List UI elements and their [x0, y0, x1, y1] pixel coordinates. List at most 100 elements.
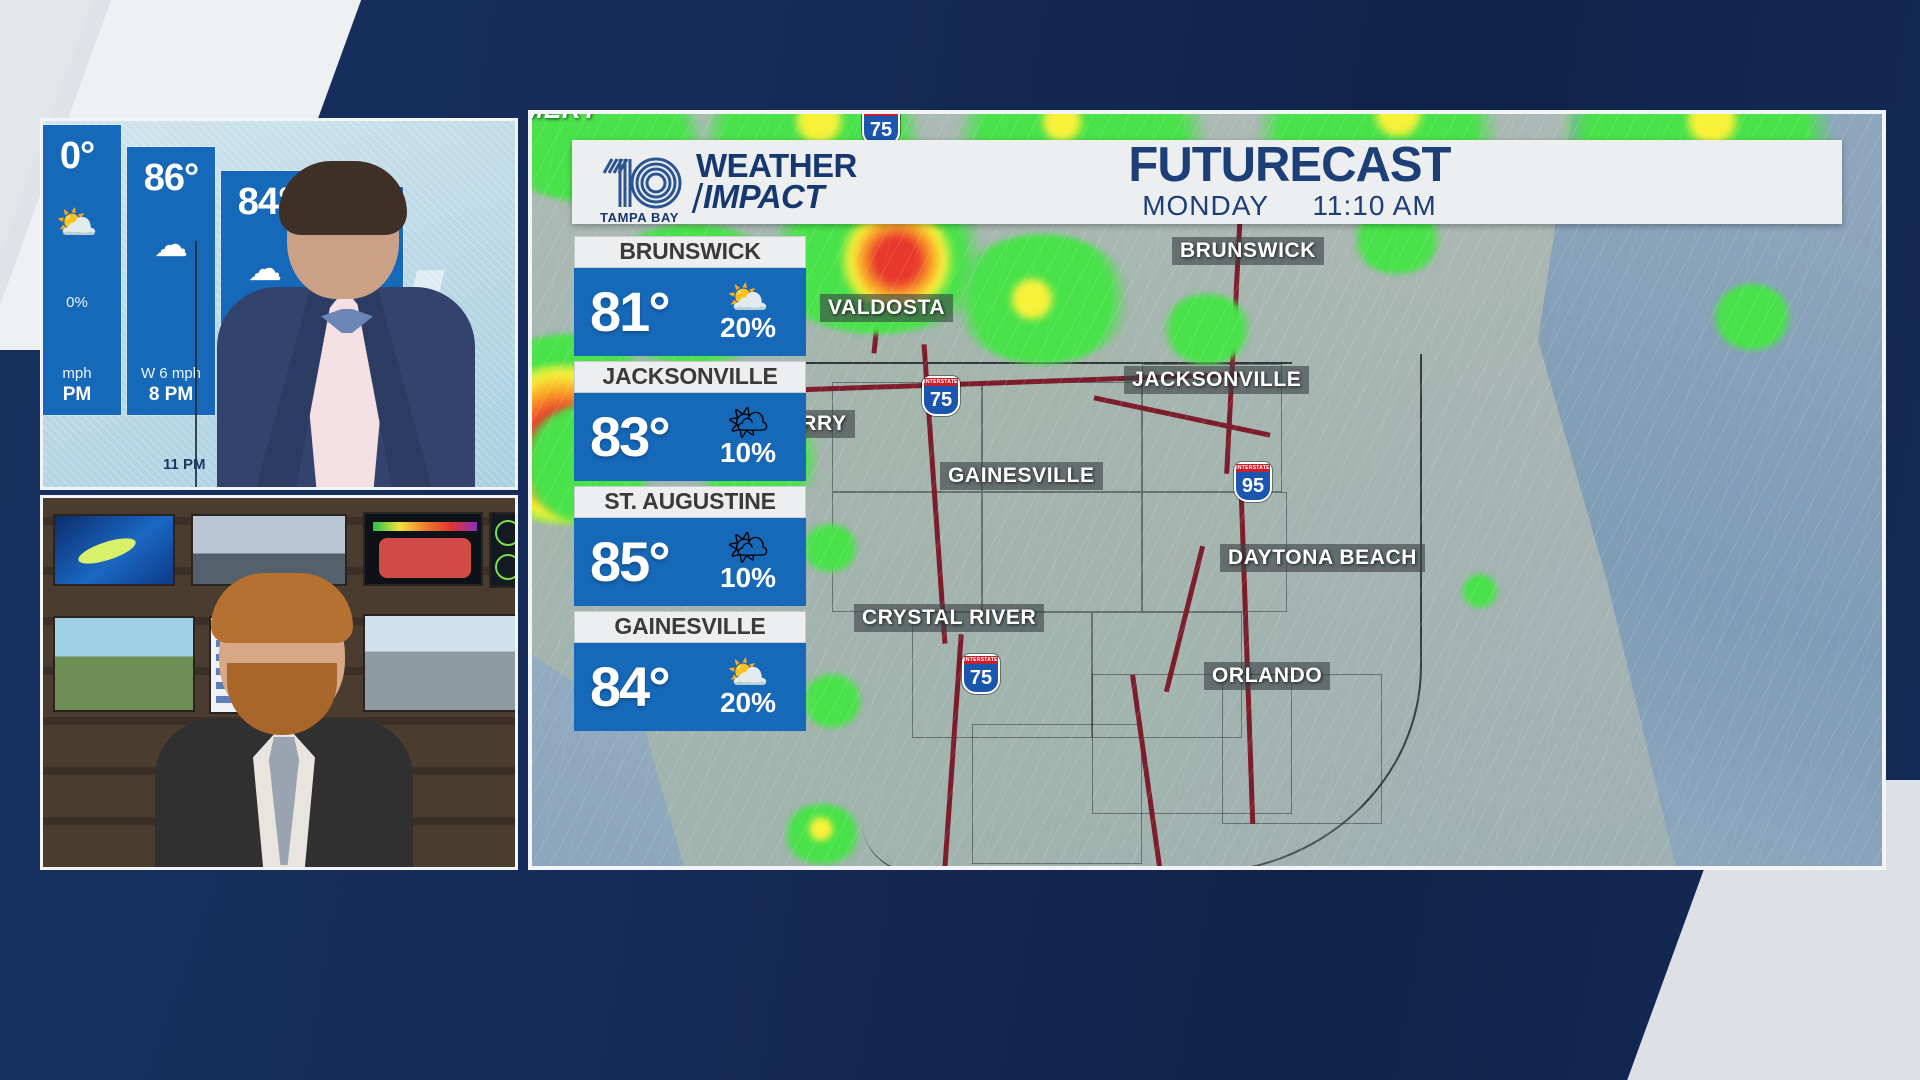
city-forecast-cards: BRUNSWICK 81° ⛅ 20% JACKSONVILLE 83° 🌤 1…: [574, 236, 806, 736]
map-city-label: VALDOSTA: [820, 294, 954, 322]
map-city-label: BRUNSWICK: [1172, 237, 1325, 265]
forecast-time: 11:10 AM: [1312, 189, 1437, 221]
channel-10-logo-icon: TAMPA BAY: [598, 151, 684, 225]
forecast-card-temp: 85°: [590, 530, 671, 593]
forecast-card-city: GAINESVILLE: [574, 611, 806, 643]
forecast-card-pop: 20%: [719, 311, 777, 343]
shield-number: 75: [969, 667, 993, 689]
hourly-temp: 0°: [59, 135, 95, 177]
forecast-card[interactable]: JACKSONVILLE 83° 🌤 10%: [574, 361, 806, 481]
station-logo[interactable]: TAMPA BAY WEATHER IMPACT: [572, 149, 857, 225]
interstate-shield-icon: INTERSTATE 75: [962, 654, 1000, 694]
futurecast-title: FUTURECAST: [1128, 138, 1451, 193]
radar-echo: [804, 814, 838, 844]
shield-number: 75: [929, 389, 953, 411]
forecast-card[interactable]: BRUNSWICK 81° ⛅ 20%: [574, 236, 806, 356]
county-border: [982, 492, 1142, 612]
map-city-label: GAINESVILLE: [940, 462, 1103, 490]
map-city-label: ORLANDO: [1204, 662, 1331, 690]
news-anchor-figure: [155, 567, 413, 867]
hourly-bar: 0° ⛅ 0% mph PM: [43, 125, 121, 415]
hourly-wind: mph: [62, 365, 92, 382]
mostly-sunny-icon: 🌤: [726, 528, 770, 567]
hourly-temp: 86°: [143, 157, 199, 199]
radar-echo: [1002, 274, 1062, 324]
forecast-card-temp: 84°: [590, 655, 671, 718]
meteorologist-video-panel[interactable]: W 0° ⛅ 0% mph PM 86° ☁ W 6 mph 8 PM 84° …: [40, 118, 518, 490]
chart-axis-line: [195, 241, 197, 487]
county-border: [972, 724, 1142, 864]
monitor-traffic-cam: [363, 614, 515, 712]
shield-banner: INTERSTATE: [964, 656, 998, 664]
monitor-outdoor-cam: [53, 616, 195, 712]
hourly-pop: 0%: [66, 294, 88, 311]
weather-impact-wordmark: WEATHER IMPACT: [691, 149, 857, 215]
slash-divider-icon: [691, 182, 704, 213]
forecast-card-pop: 10%: [719, 436, 777, 468]
monitor-beach-cam: [191, 514, 347, 586]
forecast-card-city: BRUNSWICK: [574, 236, 806, 268]
hourly-bar: 86° ☁ W 6 mph 8 PM: [127, 147, 215, 415]
shield-number: 95: [1241, 475, 1265, 497]
partly-cloudy-icon: ⛅: [55, 204, 99, 242]
shield-banner: INTERSTATE: [924, 378, 958, 386]
meteorologist-figure: [195, 157, 495, 487]
monitor-gauges: [489, 512, 515, 588]
forecast-card[interactable]: GAINESVILLE 84° ⛅ 20%: [574, 611, 806, 731]
forecast-card-city: JACKSONVILLE: [574, 361, 806, 393]
forecast-card-temp: 83°: [590, 405, 671, 468]
forecast-card[interactable]: ST. AUGUSTINE 85° 🌤 10%: [574, 486, 806, 606]
forecast-card-pop: 20%: [719, 686, 777, 718]
anchor-video-panel[interactable]: [40, 495, 518, 870]
map-city-label: JACKSONVILLE: [1124, 366, 1310, 394]
forecast-timestamp: MONDAY 11:10 AM: [857, 190, 1722, 222]
forecast-card-condition: 🌤 10%: [702, 406, 794, 468]
brand-weather: WEATHER: [696, 147, 857, 185]
forecast-card-city: ST. AUGUSTINE: [574, 486, 806, 518]
shield-banner: INTERSTATE: [864, 110, 898, 116]
interstate-shield-icon: INTERSTATE 95: [1234, 462, 1272, 502]
partly-cloudy-icon: ⛅: [726, 653, 770, 692]
monitor-vehicle: [363, 512, 483, 586]
forecast-card-temp: 81°: [590, 280, 671, 343]
forecast-card-body: 85° 🌤 10%: [574, 518, 806, 606]
shield-banner: INTERSTATE: [1236, 464, 1270, 472]
hourly-time: PM: [62, 384, 92, 405]
radar-echo: [802, 524, 858, 572]
hourly-time: 8 PM: [148, 384, 194, 405]
forecast-card-body: 83° 🌤 10%: [574, 393, 806, 481]
forecast-card-pop: 10%: [719, 561, 777, 593]
forecast-card-condition: ⛅ 20%: [702, 281, 794, 343]
futurecast-banner: TAMPA BAY WEATHER IMPACT FUTURECAST MOND…: [572, 138, 1842, 225]
interstate-shield-icon: INTERSTATE 75: [922, 376, 960, 416]
hourly-wind: W 6 mph: [140, 365, 201, 382]
radar-echo: [802, 674, 862, 728]
monitor-satellite: [53, 514, 175, 586]
banner-title-block: FUTURECAST MONDAY 11:10 AM: [857, 138, 1722, 222]
county-border: [1142, 364, 1282, 492]
forecast-card-body: 81° ⛅ 20%: [574, 268, 806, 356]
map-city-label: DAYTONA BEACH: [1220, 544, 1426, 572]
market-name: TAMPA BAY: [600, 210, 680, 225]
radar-echo: [1462, 574, 1498, 608]
florida-outline: [862, 354, 1422, 866]
cloudy-icon: ☁: [248, 250, 282, 288]
state-border: [532, 362, 1292, 364]
chart-axis-label: 11 PM: [163, 456, 206, 473]
radar-echo-intense: [832, 214, 962, 306]
radar-echo: [1162, 294, 1252, 364]
cloud-moon-icon: ☁: [154, 226, 188, 264]
county-border: [1092, 674, 1292, 814]
map-city-label: MA C: [532, 414, 536, 449]
map-city-label: CRYSTAL RIVER: [854, 604, 1045, 632]
shield-number: 75: [869, 119, 893, 141]
forecast-card-body: 84° ⛅ 20%: [574, 643, 806, 731]
forecast-card-condition: ⛅ 20%: [702, 656, 794, 718]
mostly-sunny-icon: 🌤: [726, 403, 770, 442]
map-city-label: GOMERY: [532, 114, 607, 127]
partly-cloudy-icon: ⛅: [726, 278, 770, 317]
forecast-card-condition: 🌤 10%: [702, 531, 794, 593]
radar-echo: [1712, 284, 1792, 350]
brand-impact: IMPACT: [703, 177, 825, 215]
forecast-day: MONDAY: [1142, 189, 1269, 221]
